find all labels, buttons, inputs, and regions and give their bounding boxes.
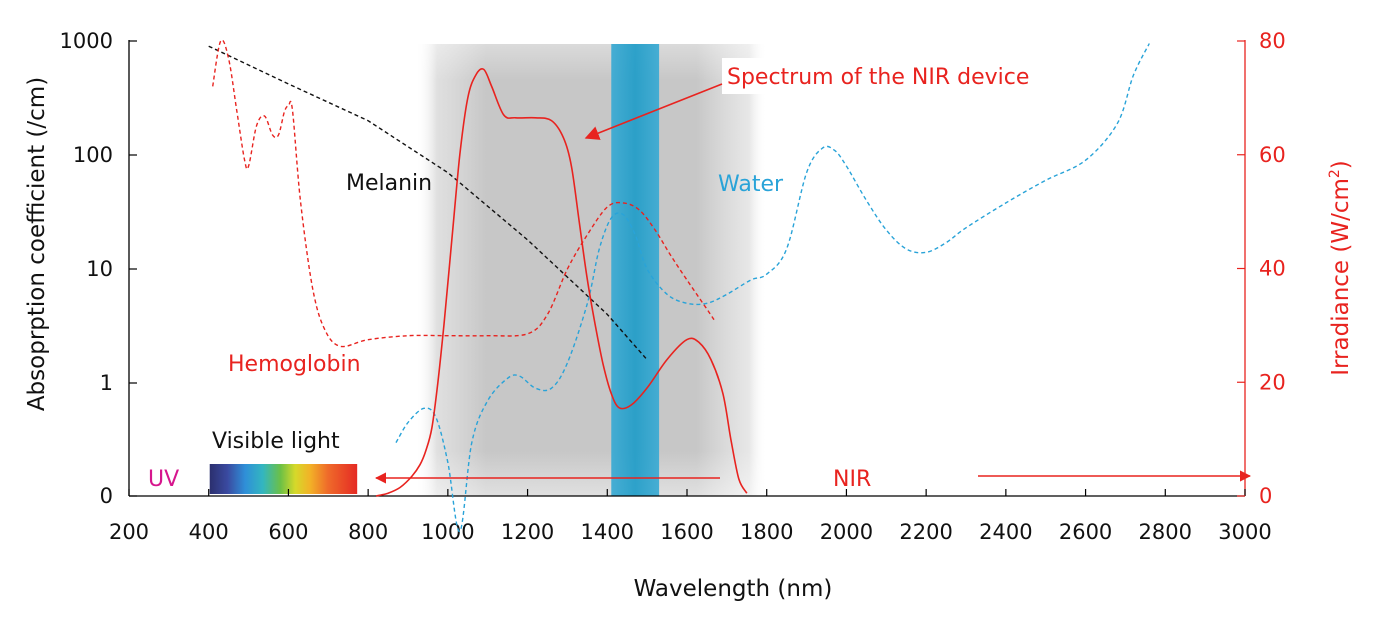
x-tick-label: 2600 xyxy=(1059,520,1112,544)
y-right-axis-title: Irradiance (W/cm2) xyxy=(1327,160,1354,376)
y-right-axis-title-end: ) xyxy=(1328,160,1354,169)
shaded-bands xyxy=(415,44,767,496)
y-right-tick-label: 20 xyxy=(1259,370,1286,394)
x-tick-label: 2200 xyxy=(899,520,952,544)
series-melanin xyxy=(208,45,648,361)
series-spectrum-of-the-nir-device xyxy=(375,68,748,497)
y-left-tick-label: 1 xyxy=(100,371,113,395)
x-axis-title: Wavelength (nm) xyxy=(634,576,833,602)
y-left-tick-label: 0 xyxy=(100,484,113,508)
x-tick-label: 800 xyxy=(348,520,388,544)
x-tick-label: 1000 xyxy=(421,520,474,544)
x-tick-label: 600 xyxy=(268,520,308,544)
x-tick-label: 200 xyxy=(109,520,149,544)
x-tick-label: 1800 xyxy=(740,520,793,544)
annotation-spectrum-nir-device: Spectrum of the NIR device xyxy=(727,65,1029,90)
y-right-tick-label: 80 xyxy=(1259,29,1286,53)
x-tick-label: 3000 xyxy=(1218,520,1271,544)
y-left-tick-label: 100 xyxy=(73,143,113,167)
spectrum-label-box xyxy=(722,58,1068,94)
y-right-axis-title-sup: 2 xyxy=(1327,169,1343,178)
x-tick-label: 1200 xyxy=(501,520,554,544)
y-right-axis-title-main: Irradiance (W/cm xyxy=(1328,178,1354,376)
y-right-tick-label: 0 xyxy=(1259,484,1272,508)
x-tick-label: 2400 xyxy=(979,520,1032,544)
y-right-tick-label: 60 xyxy=(1259,143,1286,167)
annotation-hemoglobin: Hemoglobin xyxy=(228,352,361,377)
nir-window-band-fade xyxy=(415,44,767,496)
y-right-tick-label: 40 xyxy=(1259,257,1286,281)
annotation-nir: NIR xyxy=(833,467,871,492)
annotation-visible-light: Visible light xyxy=(212,429,340,454)
x-tick-label: 400 xyxy=(189,520,229,544)
series-hemoglobin xyxy=(212,39,716,348)
y-left-tick-label: 1000 xyxy=(60,29,113,53)
x-tick-label: 1600 xyxy=(660,520,713,544)
y-left-tick-label: 10 xyxy=(86,257,113,281)
x-tick-label: 1400 xyxy=(581,520,634,544)
annotation-uv: UV xyxy=(148,467,179,492)
water-absorption-band xyxy=(611,44,660,496)
x-tick-label: 2000 xyxy=(820,520,873,544)
annotation-melanin: Melanin xyxy=(346,171,432,196)
spectrum-pointer-arrow xyxy=(584,83,723,140)
annotation-water: Water xyxy=(718,172,784,197)
visible-spectrum-layer xyxy=(209,464,358,494)
y-left-axis-title: Absoprption coefficient (/cm) xyxy=(24,77,50,411)
visible-spectrum-bar xyxy=(209,464,358,494)
axes: 200 400 600 800 1000 1200 1400 1600 1800 2000 2200… xyxy=(60,29,1286,544)
x-tick-label: 2800 xyxy=(1139,520,1192,544)
series-lines xyxy=(208,39,1150,533)
